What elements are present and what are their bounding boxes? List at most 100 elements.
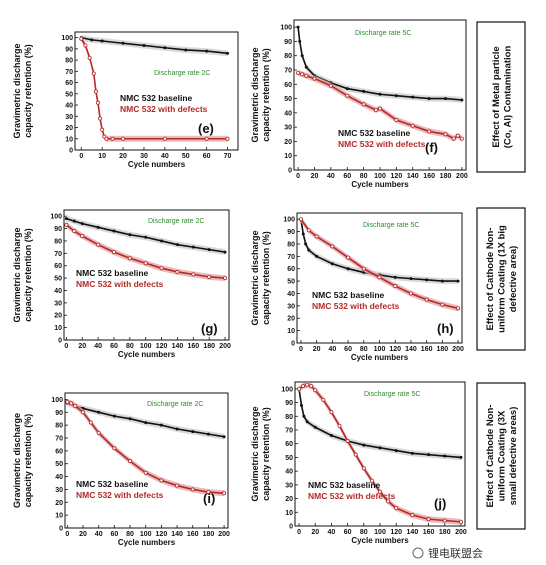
side-label-box: Effect of Metal particle(Co, Al) Contami… <box>476 21 526 173</box>
y-tick-label: 30 <box>65 114 73 121</box>
side-label-line: small defective areas) <box>508 407 519 506</box>
y-tick-label: 90 <box>285 400 293 407</box>
y-axis-title-line: capacity retention (%) <box>23 44 33 138</box>
y-tick-label: 90 <box>65 46 73 53</box>
x-tick-label: 20 <box>311 173 319 180</box>
y-tick-label: 100 <box>281 386 293 393</box>
legend-defects: NMC 532 with defects <box>120 104 208 114</box>
data-point-defects <box>345 438 350 443</box>
data-point-baseline <box>96 225 100 229</box>
x-axis-title: Cycle numbers <box>351 180 409 189</box>
x-tick-label: 40 <box>161 153 169 160</box>
data-point-defects <box>298 217 303 222</box>
data-point-defects <box>296 70 301 75</box>
y-tick-label: 20 <box>55 500 63 507</box>
x-tick-label: 10 <box>98 153 106 160</box>
x-tick-label: 120 <box>156 531 168 538</box>
data-point-defects <box>377 489 382 494</box>
data-point-defects <box>175 269 180 274</box>
data-point-defects <box>337 423 342 428</box>
data-point-baseline <box>175 427 179 431</box>
data-point-defects <box>204 136 209 141</box>
data-point-baseline <box>394 449 398 453</box>
y-tick-label: 30 <box>285 482 293 489</box>
y-tick-label: 10 <box>285 510 293 517</box>
x-axis-title: Cycle numbers <box>128 160 186 169</box>
legend-baseline: NMC 532 baseline <box>76 268 149 278</box>
y-axis-title: Gravimetric dischargecapacity retention … <box>250 47 271 142</box>
x-tick-label: 160 <box>187 531 199 538</box>
data-point-defects <box>410 123 415 128</box>
series-group <box>65 399 227 497</box>
y-tick-label: 100 <box>50 214 62 221</box>
data-point-defects <box>361 466 366 471</box>
data-point-baseline <box>362 443 366 447</box>
side-label-line: (Co, Al) Contamination <box>502 46 513 149</box>
x-tick-label: 40 <box>327 173 335 180</box>
y-tick-label: 10 <box>55 513 63 520</box>
x-tick-label: 100 <box>374 346 386 353</box>
data-point-baseline <box>393 275 397 279</box>
series-group <box>296 24 464 142</box>
discharge-rate-annotation: Discharge rate 2C <box>147 401 203 408</box>
y-axis-title-line: capacity retention (%) <box>23 414 33 508</box>
data-point-baseline <box>459 455 463 459</box>
x-tick-label: 140 <box>172 343 184 350</box>
side-label-text: Effect of Cathode Non-uniform Coating (3… <box>485 405 519 508</box>
x-tick-label: 0 <box>296 173 300 180</box>
y-tick-label: 100 <box>61 35 73 42</box>
data-point-defects <box>309 384 314 389</box>
series-group <box>297 382 463 525</box>
y-tick-label: 20 <box>285 496 293 503</box>
panel-label: (g) <box>201 321 218 336</box>
data-point-defects <box>443 132 448 137</box>
y-axis-title-line: capacity retention (%) <box>261 231 271 325</box>
watermark-icon <box>412 547 424 559</box>
discharge-rate-annotation: Discharge rate 5C <box>355 30 411 37</box>
y-tick-label: 100 <box>280 25 292 32</box>
data-point-defects <box>143 261 148 266</box>
data-point-defects <box>393 284 398 289</box>
y-tick-label: 40 <box>65 103 73 110</box>
data-point-defects <box>207 274 212 279</box>
y-tick-label: 30 <box>284 125 292 132</box>
data-point-baseline <box>72 219 76 223</box>
data-point-defects <box>427 129 432 134</box>
panel-label: (f) <box>425 140 438 155</box>
data-point-defects <box>191 272 196 277</box>
data-point-defects <box>87 55 92 60</box>
y-tick-label: 0 <box>58 338 62 345</box>
y-tick-label: 0 <box>291 341 295 348</box>
y-axis-title-line: capacity retention (%) <box>23 228 33 322</box>
data-point-baseline <box>205 49 209 53</box>
data-point-baseline <box>330 262 334 266</box>
data-point-defects <box>95 100 100 105</box>
data-point-baseline <box>443 454 447 458</box>
series-line-baseline <box>297 27 462 101</box>
data-point-defects <box>96 430 101 435</box>
y-tick-label: 20 <box>284 139 292 146</box>
data-point-defects <box>426 517 431 522</box>
data-point-defects <box>206 489 211 494</box>
data-point-baseline <box>456 279 460 283</box>
data-point-baseline <box>299 403 303 407</box>
y-tick-label: 80 <box>55 423 63 430</box>
data-point-baseline <box>409 277 413 281</box>
data-point-defects <box>304 73 309 78</box>
x-axis-title: Cycle numbers <box>351 353 409 362</box>
data-point-baseline <box>100 39 104 43</box>
y-axis-title-line: capacity retention (%) <box>261 407 271 501</box>
data-point-baseline <box>226 51 230 55</box>
x-tick-label: 80 <box>360 173 368 180</box>
data-point-defects <box>361 102 366 107</box>
legend-defects: NMC 532 with defects <box>76 279 164 289</box>
y-tick-label: 40 <box>54 288 62 295</box>
data-point-defects <box>369 478 374 483</box>
y-tick-label: 0 <box>69 148 73 155</box>
y-tick-label: 20 <box>65 125 73 132</box>
data-point-defects <box>314 234 319 239</box>
data-point-defects <box>328 83 333 88</box>
x-tick-label: 0 <box>64 343 68 350</box>
x-tick-label: 160 <box>423 529 435 536</box>
data-point-baseline <box>313 425 317 429</box>
